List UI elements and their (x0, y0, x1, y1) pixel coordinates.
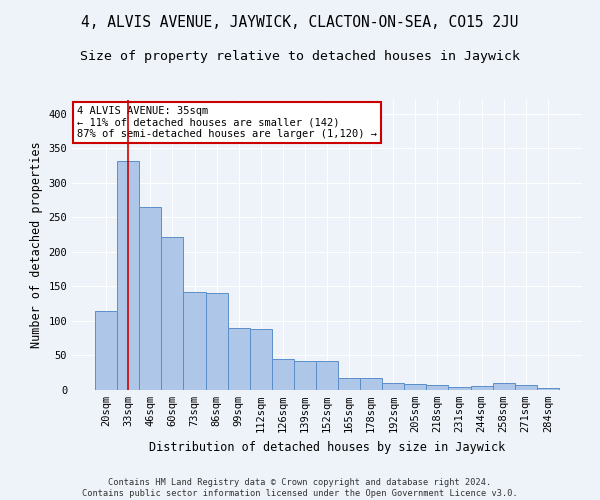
Bar (272, 359, 294, 390)
X-axis label: Distribution of detached houses by size in Jaywick: Distribution of detached houses by size … (149, 440, 505, 454)
Bar (95, 310, 117, 390)
Bar (448, 386, 470, 390)
Bar (294, 361, 316, 390)
Y-axis label: Number of detached properties: Number of detached properties (30, 142, 43, 348)
Bar (360, 378, 382, 390)
Bar (338, 378, 360, 390)
Text: 4, ALVIS AVENUE, JAYWICK, CLACTON-ON-SEA, CO15 2JU: 4, ALVIS AVENUE, JAYWICK, CLACTON-ON-SEA… (81, 15, 519, 30)
Bar (184, 292, 206, 390)
Bar (470, 386, 493, 390)
Bar (404, 384, 427, 390)
Bar (427, 385, 448, 390)
Bar (515, 385, 537, 390)
Bar (493, 383, 515, 390)
Bar (250, 329, 272, 390)
Text: Size of property relative to detached houses in Jaywick: Size of property relative to detached ho… (80, 50, 520, 63)
Bar (117, 161, 139, 390)
Text: 4 ALVIS AVENUE: 35sqm
← 11% of detached houses are smaller (142)
87% of semi-det: 4 ALVIS AVENUE: 35sqm ← 11% of detached … (77, 106, 377, 139)
Bar (316, 361, 338, 390)
Text: Contains HM Land Registry data © Crown copyright and database right 2024.
Contai: Contains HM Land Registry data © Crown c… (82, 478, 518, 498)
Bar (382, 383, 404, 390)
Bar (139, 207, 161, 390)
Bar (161, 236, 184, 390)
Bar (537, 388, 559, 390)
Bar (227, 328, 250, 390)
Bar (206, 292, 227, 390)
